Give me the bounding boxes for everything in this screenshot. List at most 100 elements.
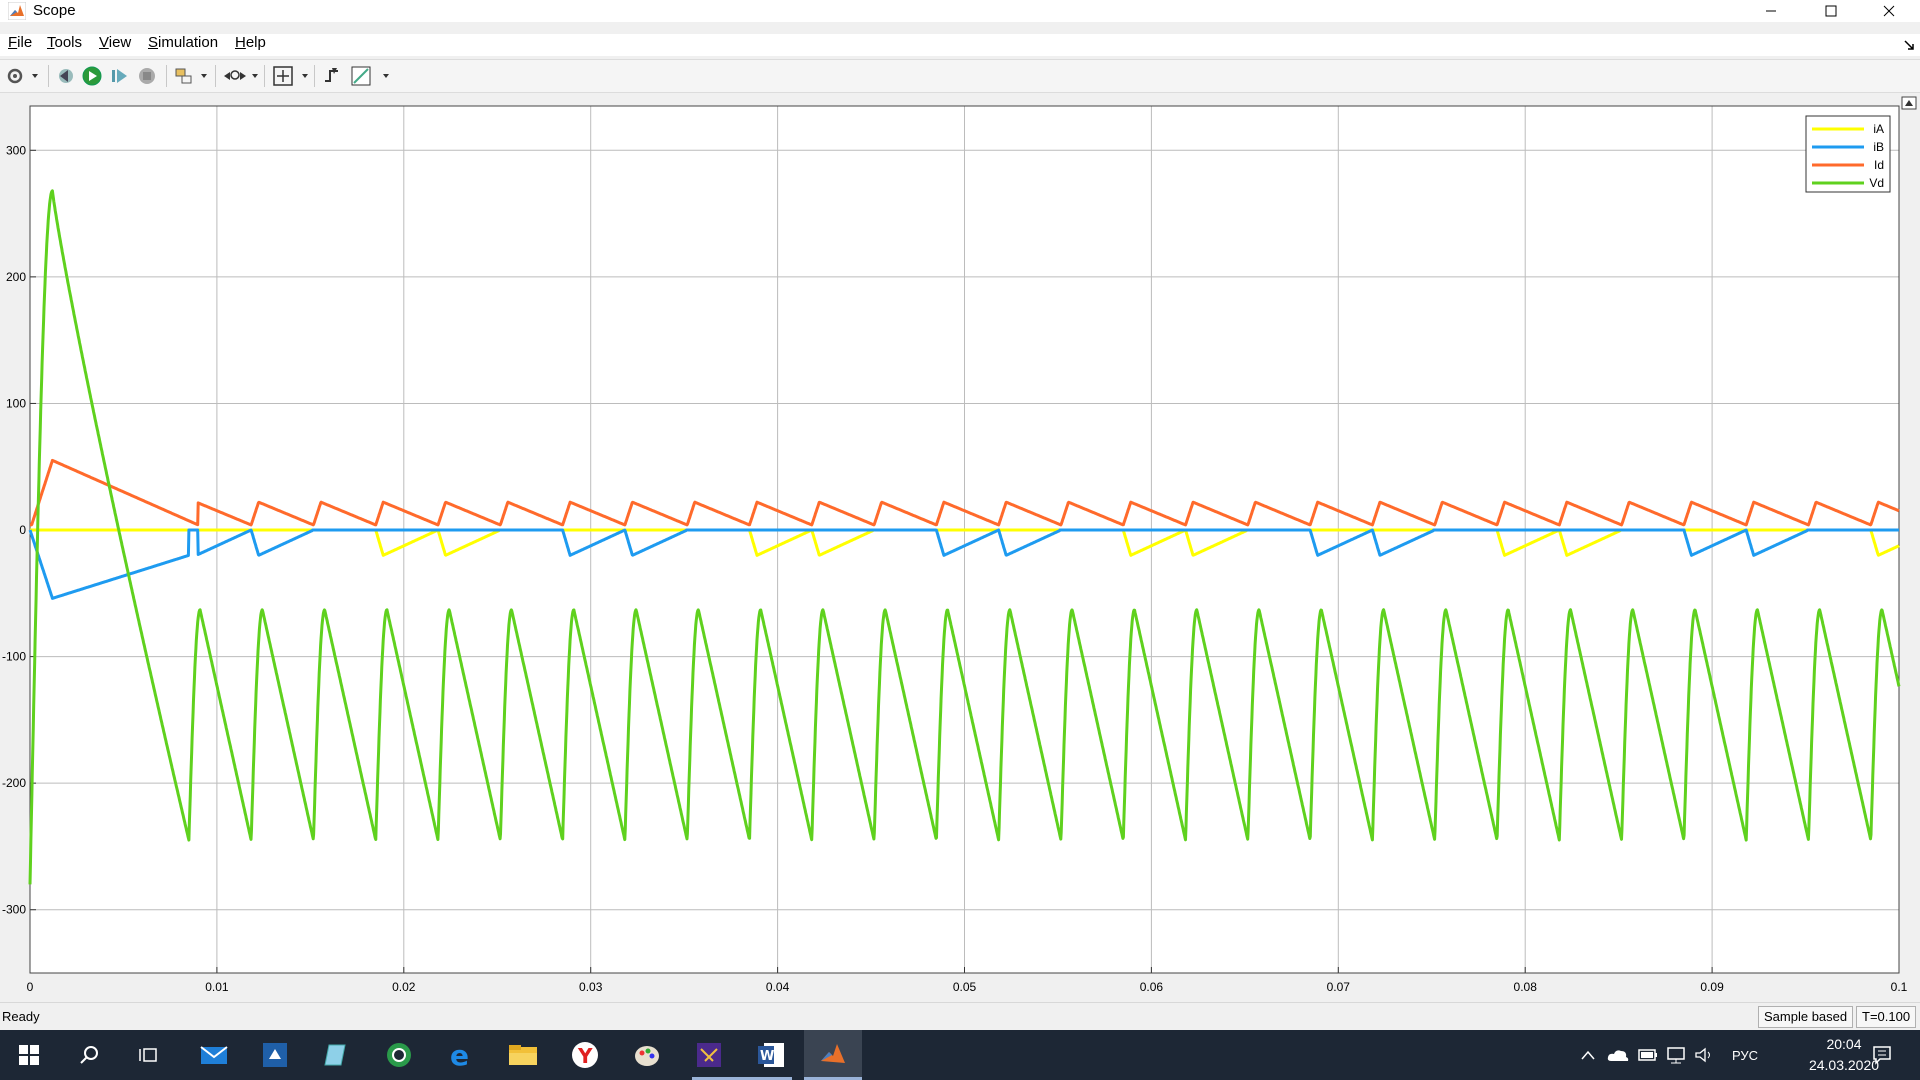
yandex-icon: Y <box>572 1042 598 1068</box>
taskbar-word[interactable]: W <box>742 1030 800 1080</box>
toolbar-separator <box>166 65 167 87</box>
legend-label-vd: Vd <box>1869 176 1884 190</box>
plot-border <box>29 105 1900 974</box>
autoscale-icon <box>273 66 308 86</box>
taskbar-paint[interactable] <box>618 1030 676 1080</box>
step-back-icon <box>59 69 73 83</box>
scope-plot-area: 0 0.01 0.02 0.03 0.04 0.05 0.06 0.07 0.08 0.09 0.1… <box>0 93 1920 998</box>
taskbar-clock[interactable]: 20:04 24.03.2020 <box>1804 1034 1884 1076</box>
stop-icon <box>139 68 155 84</box>
cursor-measure-icon <box>351 66 389 86</box>
paint-icon <box>635 1046 659 1066</box>
running-indicator <box>692 1077 742 1080</box>
sample-mode-indicator: Sample based <box>1758 1006 1854 1028</box>
x-tick-label: 0.05 <box>953 980 977 994</box>
menu-tools[interactable]: Tools <box>47 34 83 51</box>
series-line-id <box>29 458 1900 527</box>
toolbar <box>0 59 1920 93</box>
step-forward-icon <box>112 69 127 83</box>
settings-button[interactable] <box>6 64 38 88</box>
legend-label-ia: iA <box>1873 122 1884 136</box>
step-back-button[interactable] <box>55 64 75 88</box>
task-view-button[interactable] <box>120 1030 178 1080</box>
taskbar-yandex[interactable]: Y <box>556 1030 614 1080</box>
minimize-button[interactable] <box>1748 0 1794 22</box>
search-button[interactable] <box>60 1030 118 1080</box>
trigger-icon <box>325 68 338 82</box>
browser-icon <box>387 1043 411 1067</box>
menu-view[interactable]: View <box>99 34 132 51</box>
y-tick-label: -100 <box>2 650 26 664</box>
notification-icon <box>1873 1046 1891 1065</box>
trigger-button[interactable] <box>322 64 342 88</box>
x-tick-label: 0.09 <box>1700 980 1724 994</box>
tray-volume[interactable] <box>1690 1030 1718 1080</box>
toolbar-separator <box>314 65 315 87</box>
volume-icon <box>1695 1047 1710 1063</box>
network-icon <box>1667 1047 1685 1064</box>
start-button[interactable] <box>0 1030 58 1080</box>
cursor-measure-button[interactable] <box>350 64 390 88</box>
toolbar-separator <box>264 65 265 87</box>
highlight-block-icon <box>175 68 207 84</box>
chevron-up-icon <box>1581 1050 1595 1060</box>
tray-battery[interactable] <box>1634 1030 1662 1080</box>
tray-onedrive[interactable] <box>1604 1030 1632 1080</box>
language-indicator[interactable]: РУС <box>1731 1047 1759 1063</box>
word-icon: W <box>758 1043 784 1067</box>
x-tick-label: 0.1 <box>1891 980 1908 994</box>
menu-bar: File Tools View Simulation Help <box>0 34 1920 56</box>
minimize-icon <box>1766 10 1776 12</box>
run-icon <box>82 66 102 86</box>
window-title: Scope <box>33 2 76 19</box>
menu-file[interactable]: File <box>8 34 33 51</box>
x-tick-label: 0.06 <box>1140 980 1164 994</box>
file-explorer-icon <box>509 1045 537 1065</box>
taskbar-browser[interactable] <box>370 1030 428 1080</box>
scope-chart[interactable]: 0 0.01 0.02 0.03 0.04 0.05 0.06 0.07 0.08 0.09 0.1… <box>0 93 1920 998</box>
tray-network[interactable] <box>1662 1030 1690 1080</box>
x-tick-label: 0.01 <box>205 980 229 994</box>
close-icon <box>1883 5 1895 17</box>
run-button[interactable] <box>81 64 103 88</box>
highlight-block-button[interactable] <box>173 64 207 88</box>
dock-arrow-icon[interactable] <box>1903 39 1915 51</box>
svg-text:W: W <box>760 1049 774 1064</box>
action-center-button[interactable] <box>1862 1030 1902 1080</box>
pycharm-icon <box>263 1043 287 1067</box>
y-tick-label: -200 <box>2 776 26 790</box>
undock-arrow-icon <box>1905 100 1913 106</box>
edge-icon: e <box>450 1041 469 1069</box>
x-tick-label: 0.08 <box>1514 980 1538 994</box>
maximize-button[interactable] <box>1808 0 1854 22</box>
taskbar-visual-studio[interactable] <box>680 1030 738 1080</box>
cloud-icon <box>1607 1050 1629 1061</box>
show-hidden-icons-button[interactable] <box>1576 1030 1600 1080</box>
taskbar-file-explorer[interactable] <box>494 1030 552 1080</box>
taskbar-matlab[interactable] <box>804 1030 862 1080</box>
search-icon <box>80 1046 98 1064</box>
taskbar-edge[interactable]: e <box>432 1030 490 1080</box>
autoscale-button[interactable] <box>272 64 308 88</box>
status-text: Ready <box>2 1009 40 1024</box>
taskbar-pycharm[interactable] <box>246 1030 304 1080</box>
step-forward-button[interactable] <box>110 64 130 88</box>
mail-icon <box>200 1046 228 1064</box>
taskbar-mail[interactable] <box>185 1030 243 1080</box>
clock-date: 24.03.2020 <box>1808 1057 1880 1073</box>
legend-label-id: Id <box>1874 158 1884 172</box>
close-button[interactable] <box>1866 0 1912 22</box>
visual-studio-icon <box>697 1043 721 1067</box>
maximize-icon <box>1825 5 1837 17</box>
stop-button[interactable] <box>137 64 157 88</box>
windows-start-icon <box>19 1045 39 1065</box>
zoom-button[interactable] <box>222 64 258 88</box>
taskbar-notepad[interactable] <box>308 1030 366 1080</box>
x-tick-label: 0.02 <box>392 980 416 994</box>
series-line-vd <box>28 189 1901 885</box>
x-tick-label: 0.07 <box>1327 980 1351 994</box>
svg-text:e: e <box>450 1041 469 1069</box>
menu-help[interactable]: Help <box>235 34 266 51</box>
menu-simulation[interactable]: Simulation <box>148 34 219 51</box>
simulation-time-indicator: T=0.100 <box>1856 1006 1917 1028</box>
